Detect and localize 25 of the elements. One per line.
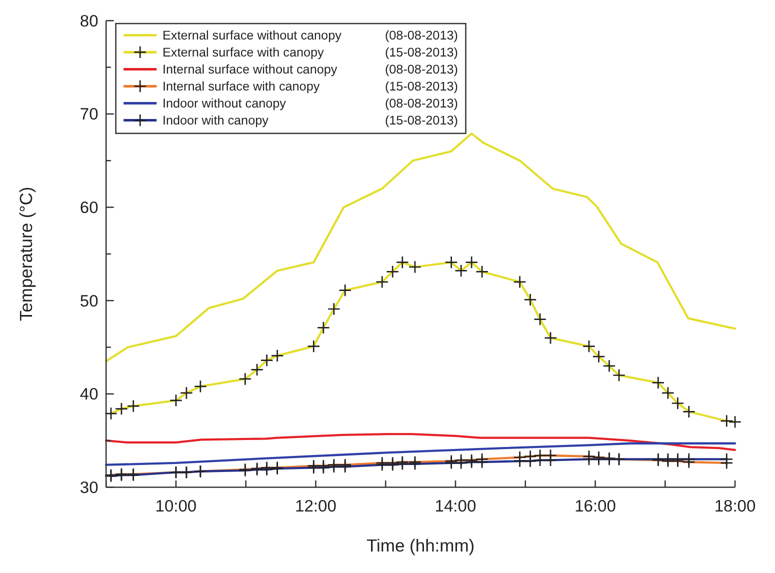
x-tick-label: 12:00 xyxy=(295,496,336,516)
legend-label: External surface without canopy xyxy=(162,28,342,43)
legend-label: Indoor with canopy xyxy=(162,114,270,128)
annotation: (15-08-2013) xyxy=(384,80,458,94)
annotation: (15-08-2013) xyxy=(384,114,458,128)
x-tick-label: 10:00 xyxy=(155,496,197,516)
y-tick-label: 50 xyxy=(80,291,98,310)
legend-label: Indoor without canopy xyxy=(162,96,287,111)
legend-label: Internal surface with canopy xyxy=(162,80,320,94)
y-tick-label: 30 xyxy=(80,478,98,498)
annotation: (08-08-2013) xyxy=(384,28,458,43)
x-tick-label: 18:00 xyxy=(714,496,756,516)
x-tick-label: 14:00 xyxy=(434,496,476,516)
x-axis-title: Time (hh:mm) xyxy=(366,535,475,556)
y-tick-label: 40 xyxy=(80,384,98,404)
y-tick-label: 60 xyxy=(80,198,98,218)
legend-label: Internal surface without canopy xyxy=(162,62,338,77)
x-tick-label: 16:00 xyxy=(574,496,616,516)
y-axis-title: Temperature (°C) xyxy=(16,186,36,322)
annotation: (15-08-2013) xyxy=(384,46,458,60)
annotation: (08-08-2013) xyxy=(384,96,458,111)
y-tick-label: 80 xyxy=(80,11,98,30)
legend-label: External surface with canopy xyxy=(162,46,325,60)
annotation: (08-08-2013) xyxy=(384,62,458,77)
y-tick-label: 70 xyxy=(80,104,98,124)
